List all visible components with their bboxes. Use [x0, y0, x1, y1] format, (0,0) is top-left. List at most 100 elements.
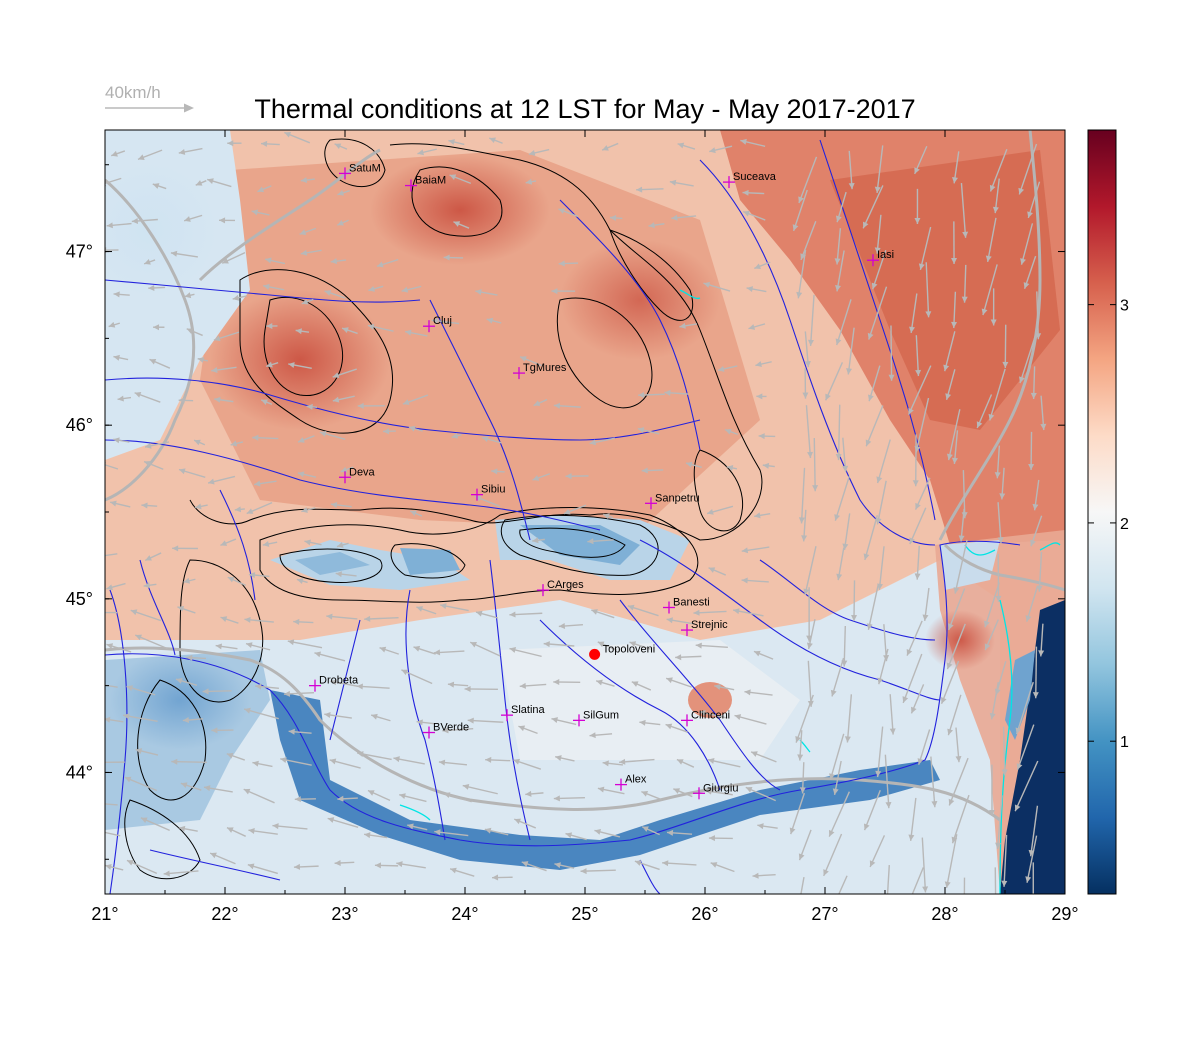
- wind-arrow: [724, 428, 738, 436]
- wind-arrow: [832, 760, 842, 796]
- wind-arrow: [734, 714, 767, 725]
- wind-arrow: [106, 582, 126, 591]
- city-label: BaiaM: [415, 175, 446, 187]
- wind-arrow: [866, 585, 879, 630]
- wind-arrow: [288, 362, 312, 369]
- wind-arrow: [637, 427, 660, 435]
- wind-arrow: [393, 756, 425, 765]
- wind-arrow: [117, 395, 132, 402]
- wind-arrow: [748, 323, 766, 330]
- wind-arrow: [922, 587, 930, 621]
- wind-arrow: [594, 828, 621, 838]
- wind-arrow: [989, 681, 999, 720]
- wind-arrow: [825, 362, 844, 401]
- wind-arrow: [399, 793, 427, 803]
- wind-arrow: [554, 862, 575, 869]
- wind-arrow: [528, 148, 550, 156]
- wind-arrow: [141, 502, 158, 509]
- wind-arrow: [862, 185, 884, 229]
- wind-arrow: [255, 683, 279, 690]
- lat-tick-label: 47°: [66, 242, 93, 262]
- wind-arrow: [671, 214, 697, 221]
- city-label: Clinceni: [691, 709, 730, 721]
- lon-tick-label: 23°: [331, 904, 358, 924]
- wind-arrow: [407, 823, 428, 831]
- wind-arrow: [257, 185, 272, 193]
- wind-arrow: [1019, 334, 1037, 384]
- wind-arrow: [757, 823, 778, 830]
- wind-arrow: [376, 258, 399, 268]
- wind-arrow: [287, 639, 323, 649]
- wind-arrow: [946, 623, 966, 670]
- wind-arrow: [909, 507, 927, 545]
- lon-tick-label: 28°: [931, 904, 958, 924]
- wind-arrow: [334, 859, 355, 866]
- wind-arrow: [597, 641, 618, 651]
- wind-arrow: [382, 428, 396, 435]
- wind-arrow: [251, 209, 270, 216]
- wind-arrow: [131, 217, 158, 224]
- lat-tick-label: 44°: [66, 762, 93, 782]
- wind-arrow: [178, 397, 194, 404]
- city-label: Sanpetru: [655, 492, 700, 504]
- wind-arrow: [364, 615, 399, 622]
- wind-arrow: [324, 290, 346, 299]
- wind-arrow: [648, 222, 665, 229]
- city-giurgiu: Giurgiu: [693, 782, 738, 800]
- wind-arrow: [921, 837, 929, 893]
- thermal-field-moldova-hot: [830, 150, 1060, 430]
- wind-arrow: [509, 647, 542, 658]
- wind-arrow: [306, 403, 318, 410]
- wind-arrow: [602, 760, 623, 767]
- wind-arrow: [178, 147, 203, 155]
- city-label: Banesti: [673, 597, 710, 609]
- wind-arrow: [665, 677, 692, 688]
- wind-arrow: [553, 795, 585, 802]
- wind-arrow: [707, 758, 741, 768]
- wind-arrow: [123, 713, 158, 723]
- wind-arrow: [211, 366, 237, 373]
- wind-arrow: [215, 643, 238, 650]
- wind-arrow: [433, 649, 465, 656]
- wind-arrow: [180, 782, 202, 791]
- wind-arrow: [467, 717, 504, 724]
- wind-arrow: [1038, 623, 1045, 657]
- wind-arrow: [848, 150, 855, 190]
- wind-arrow: [464, 686, 498, 693]
- wind-arrow: [589, 732, 613, 739]
- wind-arrow: [184, 292, 195, 299]
- wind-arrow: [197, 357, 209, 363]
- wind-arrow: [1016, 724, 1035, 771]
- wind-arrow: [124, 776, 158, 792]
- wind-arrow: [404, 329, 428, 337]
- lon-tick-label: 29°: [1051, 904, 1078, 924]
- wind-arrow: [330, 679, 361, 688]
- lon-tick-label: 21°: [91, 904, 118, 924]
- wind-arrow: [750, 751, 777, 763]
- wind-arrow: [260, 140, 280, 147]
- wind-arrow: [401, 285, 422, 293]
- map-plot-area: [105, 130, 1065, 894]
- wind-arrow: [836, 547, 845, 581]
- lon-tick-label: 22°: [211, 904, 238, 924]
- wind-arrow: [930, 756, 938, 808]
- wind-arrow: [1014, 760, 1039, 812]
- wind-arrow: [221, 252, 246, 264]
- wind-arrow: [693, 609, 727, 616]
- wind-arrow: [266, 323, 278, 330]
- wind-arrow: [126, 685, 156, 696]
- wind-arrow: [909, 293, 918, 334]
- wind-arrow: [789, 792, 806, 835]
- wind-arrow: [396, 861, 426, 869]
- wind-arrow: [629, 641, 651, 650]
- wind-arrow: [989, 764, 996, 817]
- country-borders: [105, 130, 1065, 822]
- wind-arrow: [214, 396, 234, 403]
- wind-arrow: [985, 217, 997, 263]
- wind-arrow: [803, 546, 817, 596]
- wind-arrow: [451, 432, 462, 439]
- wind-arrow: [638, 391, 665, 398]
- wind-arrow: [130, 609, 162, 622]
- wind-arrow: [367, 323, 394, 332]
